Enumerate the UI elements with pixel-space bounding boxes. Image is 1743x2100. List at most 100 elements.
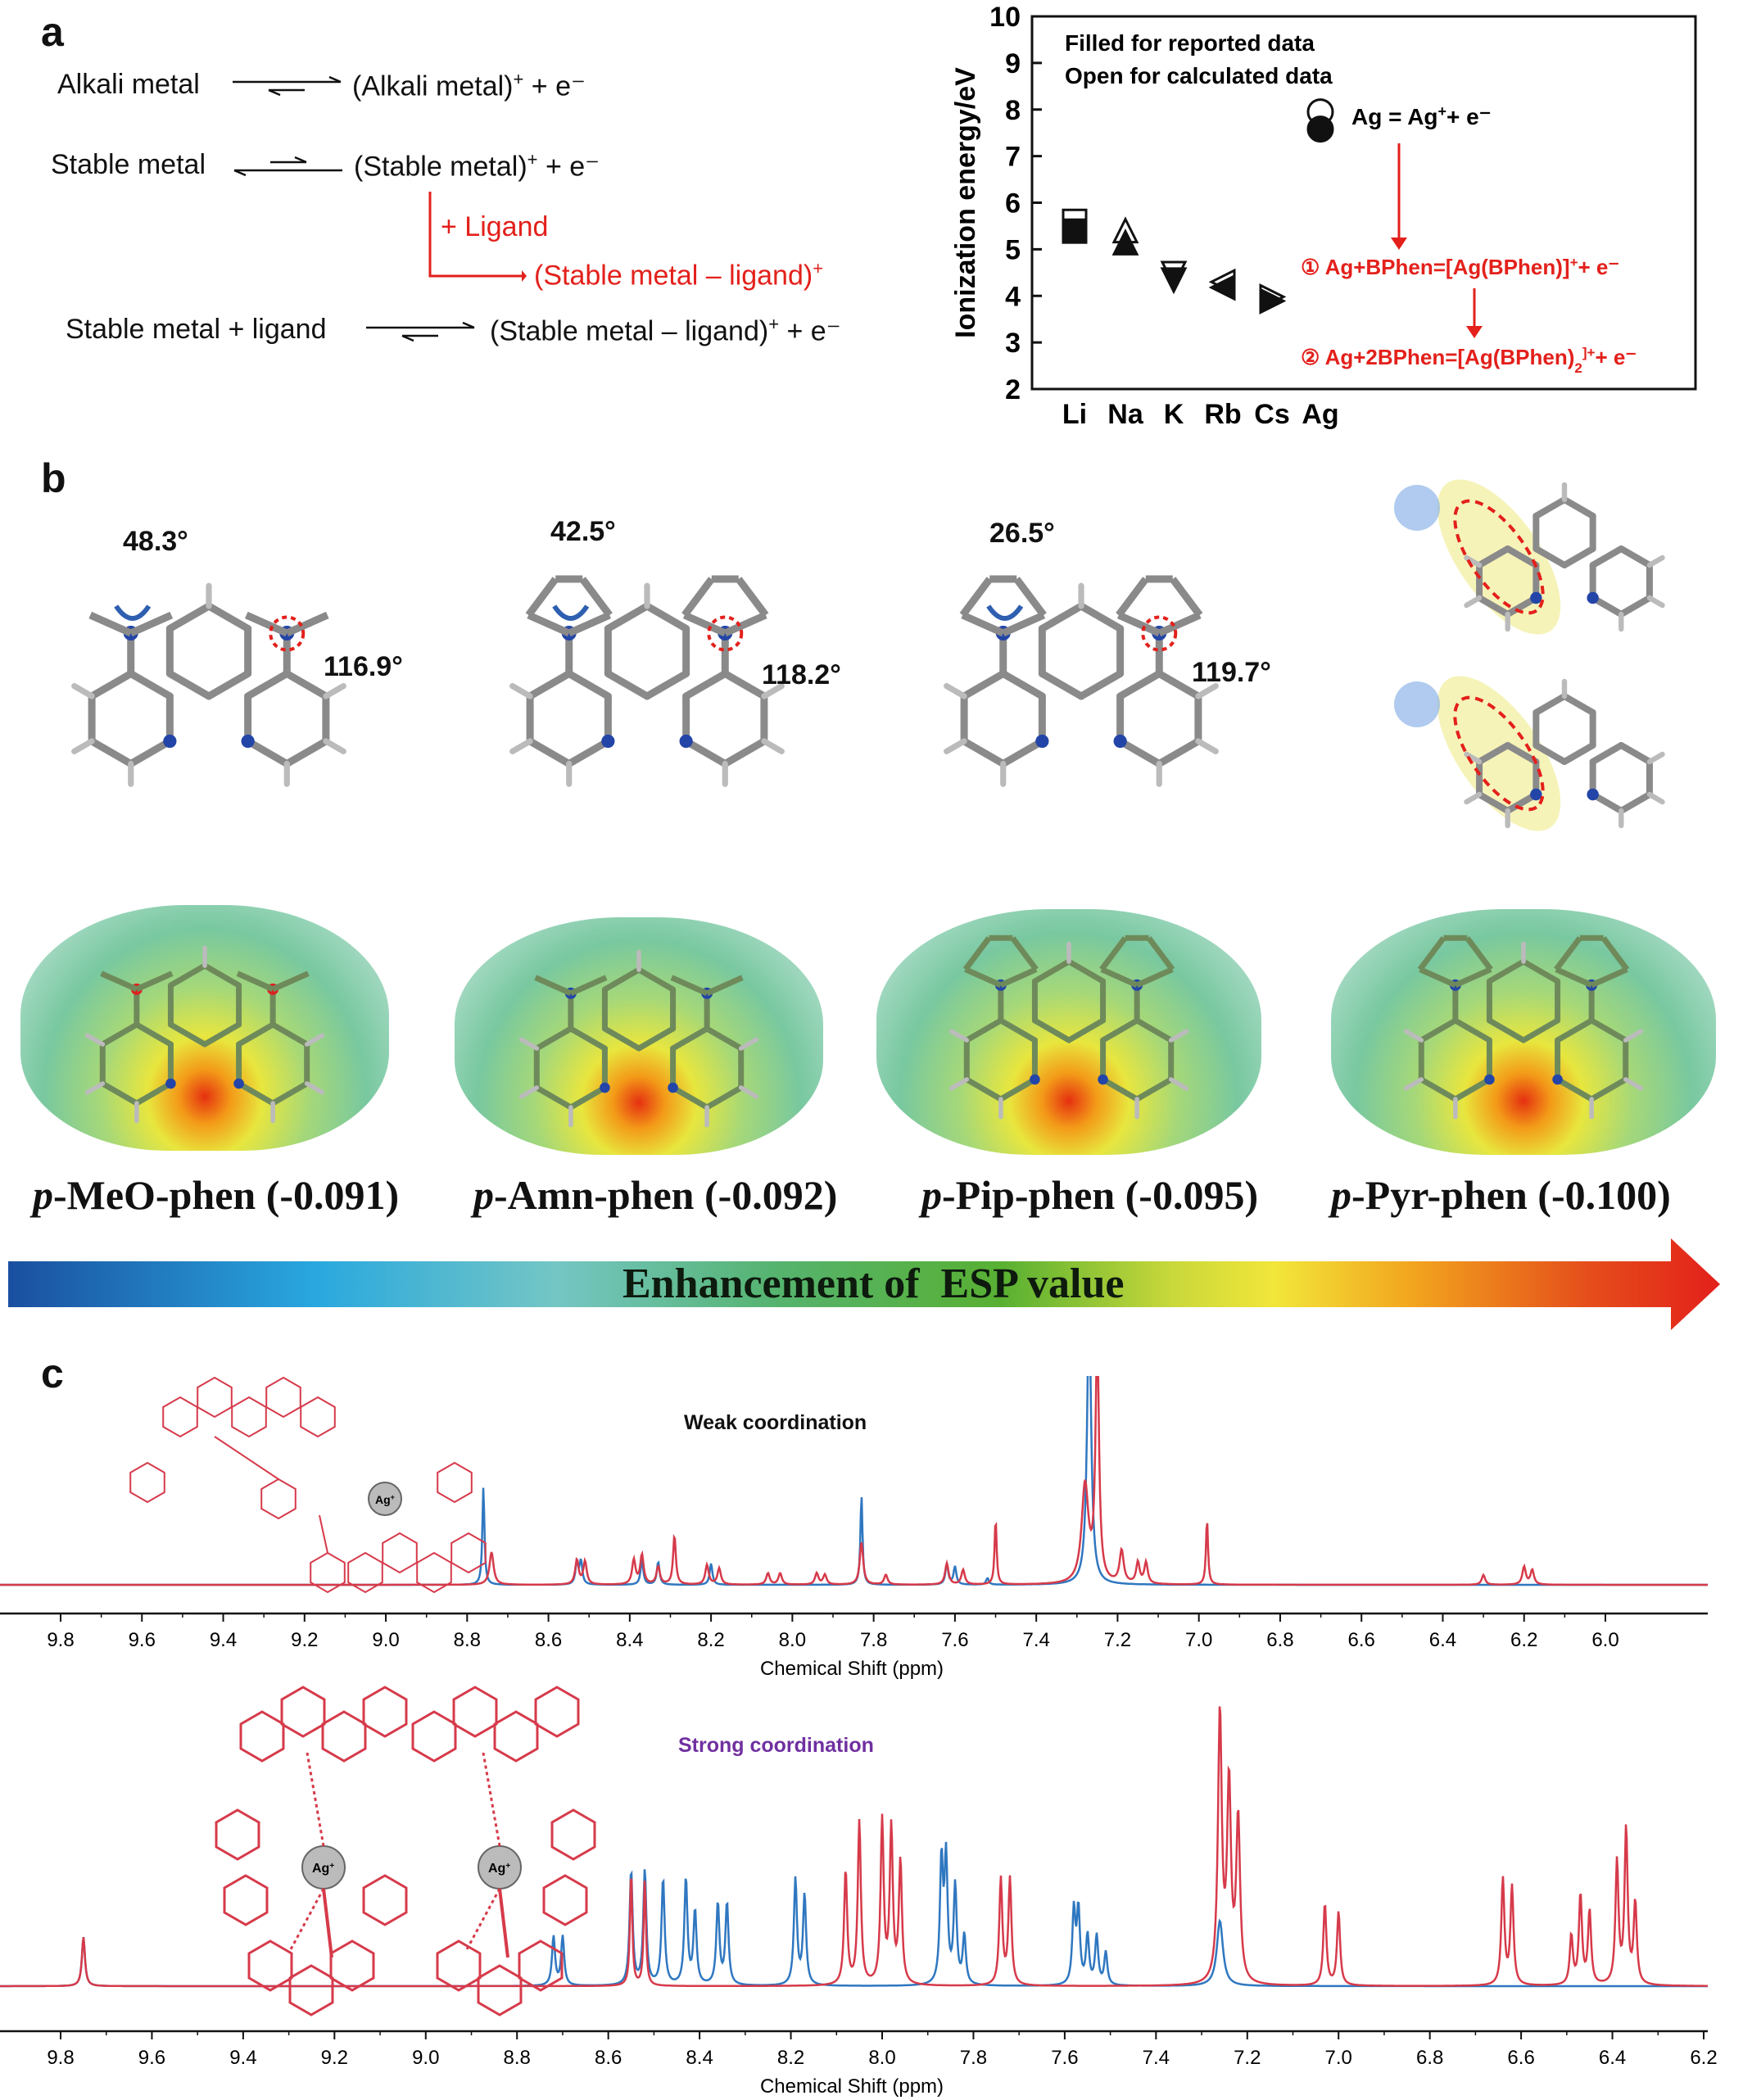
x-tick-label: 9.2 <box>291 1629 318 1651</box>
panel-label-b: b <box>41 455 66 501</box>
y-tick-label: 3 <box>1005 328 1021 359</box>
x-tick-label: 8.0 <box>868 2047 895 2069</box>
x-tick-label: 7.4 <box>1143 2047 1170 2069</box>
x-tick-label: 9.6 <box>138 2047 165 2069</box>
x-tick-label: 6.6 <box>1348 1629 1375 1651</box>
x-tick-label: 6.4 <box>1599 2047 1626 2069</box>
x-tick-label: 7.0 <box>1325 2047 1352 2069</box>
esp-molecule-4 <box>1403 935 1644 1120</box>
reaction-ligand-product: (Stable metal – ligand)+ + e⁻ <box>490 314 841 347</box>
legend-open: Open for calculated data <box>1065 63 1333 88</box>
x-tick-label: 6.0 <box>1591 1629 1618 1651</box>
molecule-3 <box>944 575 1219 787</box>
x-tick-label: 9.2 <box>321 2047 348 2069</box>
x-tick-label: 7.4 <box>1022 1629 1049 1651</box>
panel-label-c: c <box>41 1351 64 1396</box>
step-1-equation: ① Ag+BPhen=[Ag(BPhen)]++ e⁻ <box>1301 255 1619 280</box>
spectrum-strong-red <box>0 1706 1708 1988</box>
x-tick-label: 7.8 <box>960 2047 987 2069</box>
y-tick-label: 6 <box>1005 188 1021 220</box>
x-tick-label: 7.0 <box>1185 1629 1212 1651</box>
y-tick-label: 8 <box>1005 95 1021 126</box>
orbital-structure-2 <box>1394 676 1665 831</box>
molecule-structures <box>71 575 1219 787</box>
marker-triangle-left-filled <box>1208 274 1236 301</box>
ligand-label: + Ligand <box>441 211 549 242</box>
angle-marker-circle <box>707 615 744 652</box>
x-tick-label: Ag <box>1302 399 1338 430</box>
reaction-ligand: Stable metal + ligand <box>66 314 327 345</box>
y-tick-label: 2 <box>1005 374 1021 405</box>
x-tick-label: 8.8 <box>454 1629 481 1651</box>
x-tick-label: 9.0 <box>372 1629 399 1651</box>
molecule-2 <box>509 575 785 787</box>
ag-equation: Ag = Ag++ e⁻ <box>1351 103 1492 129</box>
nmr-title-weak: Weak coordination <box>684 1411 867 1434</box>
esp-molecules <box>84 935 1644 1128</box>
x-tick-label: 6.2 <box>1690 2047 1717 2069</box>
esp-gradient-label: Enhancement of ESP value <box>622 1260 1125 1307</box>
x-tick-label: Rb <box>1204 399 1241 430</box>
x-tick-label: Li <box>1062 399 1087 430</box>
angle-bottom-3: 119.7° <box>1192 657 1271 688</box>
x-tick-label: 6.2 <box>1510 1629 1537 1651</box>
esp-label-meo: p-MeO-phen (-0.091) <box>33 1172 400 1218</box>
svg-text:Ag+: Ag+ <box>488 1862 510 1876</box>
silver-ion-strong-2: Ag+ <box>478 1845 522 1890</box>
marker-triangle-right-filled <box>1259 287 1287 315</box>
nmr-title-strong: Strong coordination <box>678 1734 874 1757</box>
y-tick-label: 9 <box>1005 48 1021 79</box>
x-tick-label: 7.6 <box>1051 2047 1078 2069</box>
legend-filled: Filled for reported data <box>1065 30 1315 56</box>
marker-circle-filled <box>1306 115 1334 143</box>
x-tick-label: 6.6 <box>1507 2047 1534 2069</box>
reaction-stable-product: (Stable metal)+ + e⁻ <box>354 149 600 183</box>
svg-text:Ag+: Ag+ <box>312 1862 334 1876</box>
rotation-arrow <box>986 604 1024 621</box>
ligand-arrow <box>428 192 527 282</box>
esp-gradient-arrow <box>8 1238 1720 1330</box>
y-tick-label: 10 <box>989 2 1021 33</box>
angle-top-3: 26.5° <box>989 518 1055 549</box>
spectrum-weak-blue <box>0 1376 1708 1586</box>
x-tick-label: 8.0 <box>779 1629 806 1651</box>
x-tick-label: 9.6 <box>129 1629 156 1651</box>
spectrum-weak-red <box>0 1376 1708 1586</box>
esp-molecule-1 <box>84 945 325 1124</box>
reaction-alkali-product: (Alkali metal)+ + e⁻ <box>352 69 586 102</box>
x-tick-label: 6.8 <box>1416 2047 1443 2069</box>
nmr-spectra: 9.8 9.6 9.4 9.2 9.0 8.8 8.6 8.4 8.2 8.0 7.8 7.6 7.4 7… <box>0 1376 1718 2098</box>
x-tick-label: 8.4 <box>686 2047 713 2069</box>
esp-label-pyr: p-Pyr-phen (-0.100) <box>1331 1172 1671 1218</box>
x-tick-label: 7.8 <box>860 1629 887 1651</box>
rotation-arrow <box>114 604 152 621</box>
esp-label-pip: p-Pip-phen (-0.095) <box>921 1172 1259 1218</box>
silver-ion-weak: Ag+ <box>368 1482 402 1516</box>
x-tick-label: 8.8 <box>504 2047 531 2069</box>
x-tick-label: 6.4 <box>1429 1629 1456 1651</box>
ionization-energy-chart: 2 3 4 5 6 7 8 9 10 Ionization energy/eV Li Na K Rb Cs A… <box>950 2 1697 430</box>
molecule-1 <box>71 582 346 787</box>
x-tick-label: 8.2 <box>697 1629 724 1651</box>
step-2-equation: ② Ag+2BPhen=[Ag(BPhen)2]++ e⁻ <box>1301 345 1637 376</box>
equilibrium-arrow-1 <box>233 75 342 97</box>
angle-top-1: 48.3° <box>123 526 188 557</box>
x-tick-label: 9.8 <box>47 2047 74 2069</box>
svg-text:Ag+: Ag+ <box>375 1493 395 1506</box>
x-tick-label: 6.8 <box>1266 1629 1293 1651</box>
y-tick-label: 4 <box>1005 281 1021 312</box>
x-tick-label: 8.2 <box>777 2047 804 2069</box>
y-tick-label: 7 <box>1005 142 1021 173</box>
equilibrium-arrow-2 <box>233 156 342 177</box>
silver-ion-strong-1: Ag+ <box>301 1845 346 1890</box>
esp-label-amn: p-Amn-phen (-0.092) <box>473 1172 838 1218</box>
angle-marker-circle <box>1141 615 1178 652</box>
y-axis-label: Ionization energy/eV <box>950 67 981 338</box>
x-tick-label: 9.4 <box>229 2047 256 2069</box>
x-tick-label: 7.2 <box>1234 2047 1261 2069</box>
x-tick-label: 9.4 <box>210 1629 237 1651</box>
rotation-arrow <box>552 604 590 621</box>
angle-bottom-1: 116.9° <box>324 651 403 682</box>
reaction-alkali: Alkali metal <box>57 69 200 101</box>
x-axis-label: Chemical Shift (ppm) <box>760 2075 944 2098</box>
